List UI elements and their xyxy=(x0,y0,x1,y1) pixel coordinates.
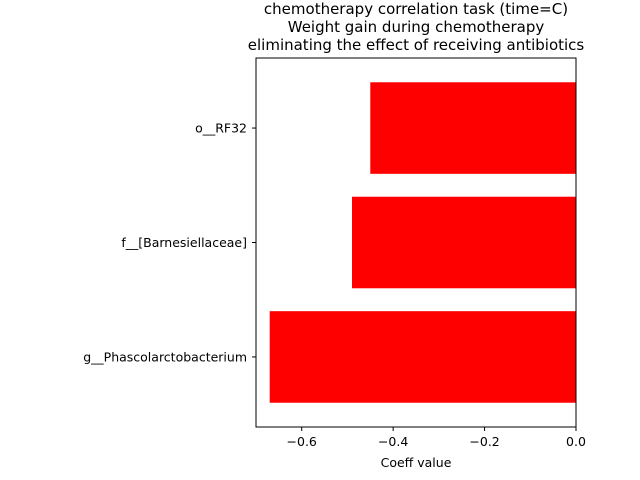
chart-title: chemotherapy correlation task (time=C) W… xyxy=(248,0,585,54)
y-tick-label-0: g__Phascolarctobacterium xyxy=(83,349,247,364)
bar-0 xyxy=(269,311,576,403)
chart-title-line-2: Weight gain during chemotherapy xyxy=(288,18,545,36)
x-axis-label: Coeff value xyxy=(381,455,452,470)
y-tick-label-2: o__RF32 xyxy=(195,121,247,136)
bar-1 xyxy=(352,196,576,289)
x-tick-label-1: −0.4 xyxy=(378,434,408,449)
x-tick-label-3: 0.0 xyxy=(566,434,586,449)
y-tick-label-1: f__[Barnesiellaceae] xyxy=(121,235,247,250)
plot-frame xyxy=(255,57,577,428)
x-tick-label-2: −0.2 xyxy=(469,434,499,449)
bars xyxy=(269,82,576,403)
chart-title-line-1: chemotherapy correlation task (time=C) xyxy=(264,0,568,18)
x-axis: −0.6 −0.4 −0.2 0.0 xyxy=(287,427,586,449)
y-axis: g__Phascolarctobacterium f__[Barnesiellac… xyxy=(83,121,256,364)
chart-title-line-3: eliminating the effect of receiving anti… xyxy=(248,36,585,54)
x-tick-label-0: −0.6 xyxy=(287,434,317,449)
bar-2 xyxy=(370,82,576,174)
